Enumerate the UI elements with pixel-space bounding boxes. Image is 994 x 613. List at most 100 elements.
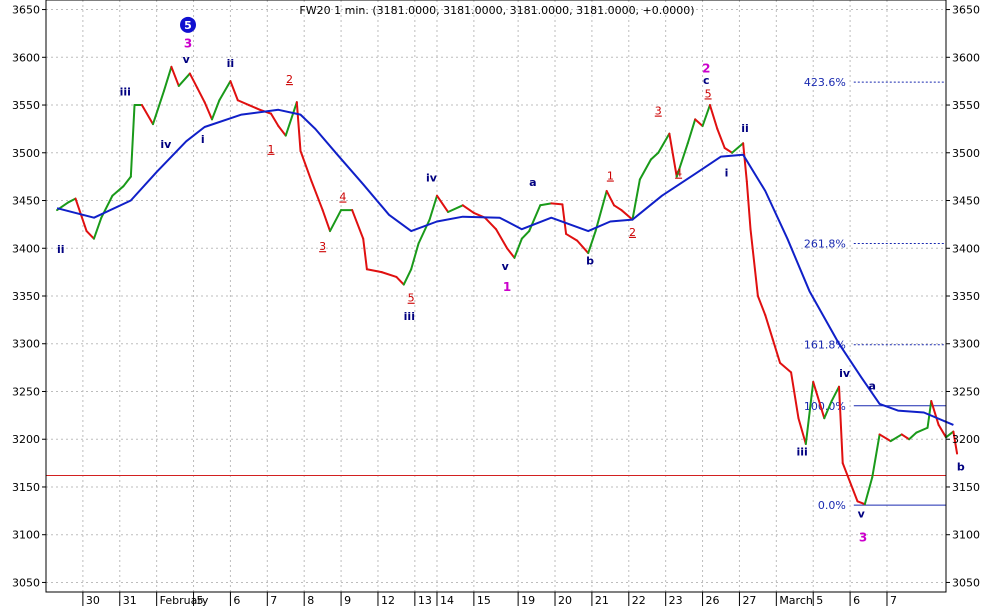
price-segment bbox=[723, 147, 734, 154]
price-segment bbox=[613, 204, 623, 212]
price-segment bbox=[188, 72, 199, 89]
y-tick-label-right: 3500 bbox=[952, 147, 980, 160]
price-segment bbox=[435, 194, 450, 213]
wave-label: 5 bbox=[408, 292, 415, 305]
wave-label: v bbox=[183, 53, 191, 66]
price-segment bbox=[701, 104, 711, 128]
price-segment bbox=[756, 295, 767, 317]
wave-label: 4 bbox=[339, 191, 346, 204]
price-segment bbox=[900, 433, 911, 441]
y-tick-label-left: 3050 bbox=[12, 576, 40, 589]
y-tick-label-left: 3250 bbox=[12, 385, 40, 398]
fib-level-label: 161.8% bbox=[804, 339, 846, 352]
y-tick-label-right: 3100 bbox=[952, 529, 980, 542]
price-segment bbox=[804, 380, 815, 445]
price-segment bbox=[587, 230, 597, 255]
wave-label: 1 bbox=[503, 280, 511, 294]
wave-label: 2 bbox=[702, 62, 710, 76]
price-segment bbox=[594, 189, 608, 233]
price-segment bbox=[657, 132, 671, 154]
price-segment bbox=[771, 337, 782, 364]
price-segment bbox=[694, 118, 704, 128]
wave-label: i bbox=[725, 167, 729, 180]
wave-label: iii bbox=[404, 310, 415, 323]
wave-label: 1 bbox=[268, 143, 275, 156]
price-segment bbox=[321, 209, 332, 233]
price-segment bbox=[410, 242, 420, 271]
price-segment bbox=[841, 462, 852, 484]
wave-label: 3 bbox=[859, 530, 867, 544]
price-segment bbox=[402, 268, 413, 286]
y-tick-label-right: 3550 bbox=[952, 99, 980, 112]
wave-label: iii bbox=[120, 85, 131, 98]
wave-label: a bbox=[869, 380, 876, 393]
price-segment bbox=[742, 142, 748, 183]
price-segment bbox=[797, 417, 807, 445]
x-tick-label: 9 bbox=[344, 594, 351, 607]
price-segment bbox=[790, 371, 800, 420]
price-segment bbox=[329, 209, 343, 233]
x-tick-label: 8 bbox=[307, 594, 314, 607]
price-segment bbox=[649, 151, 660, 161]
y-tick-label-left: 3500 bbox=[12, 147, 40, 160]
y-tick-label-left: 3600 bbox=[12, 51, 40, 64]
wave-label: 5 bbox=[705, 87, 712, 100]
price-segment bbox=[203, 101, 213, 121]
y-tick-label-right: 3150 bbox=[952, 481, 980, 494]
price-segment bbox=[930, 400, 940, 426]
price-segment bbox=[550, 202, 564, 206]
price-segment bbox=[67, 197, 77, 204]
x-tick-label: 5 bbox=[816, 594, 823, 607]
price-segment bbox=[447, 204, 464, 213]
price-segment bbox=[638, 158, 652, 181]
x-tick-label: 14 bbox=[440, 594, 454, 607]
price-segment bbox=[236, 99, 250, 107]
fib-level-label: 423.6% bbox=[804, 76, 846, 89]
x-tick-label: 7 bbox=[890, 594, 897, 607]
price-segment bbox=[838, 385, 844, 465]
y-tick-label-left: 3150 bbox=[12, 481, 40, 494]
price-segment bbox=[812, 380, 826, 420]
y-tick-label-right: 3350 bbox=[952, 290, 980, 303]
x-tick-label: 13 bbox=[418, 594, 432, 607]
price-segment bbox=[129, 104, 136, 178]
price-segment bbox=[620, 209, 634, 221]
price-segment bbox=[716, 127, 726, 149]
y-tick-label-left: 3650 bbox=[12, 4, 40, 17]
price-segment bbox=[915, 426, 929, 434]
wave-label: ii bbox=[57, 243, 65, 256]
price-segment bbox=[878, 433, 892, 443]
wave-circle-label: 5 bbox=[184, 19, 192, 32]
wave-label: iv bbox=[839, 367, 851, 380]
x-tick-label: 31 bbox=[123, 594, 137, 607]
x-tick-label: 5 bbox=[197, 594, 204, 607]
wave-label: 2 bbox=[629, 226, 636, 239]
y-tick-label-right: 3400 bbox=[952, 242, 980, 255]
price-segment bbox=[295, 101, 302, 152]
price-segment bbox=[351, 209, 365, 240]
price-segment bbox=[218, 80, 232, 102]
wave-label: iii bbox=[796, 445, 807, 458]
wave-label: iv bbox=[160, 138, 172, 151]
price-segment bbox=[513, 237, 523, 259]
price-segment bbox=[631, 178, 641, 221]
price-segment bbox=[945, 430, 955, 439]
x-tick-label: February bbox=[160, 594, 209, 607]
price-segment bbox=[299, 149, 313, 183]
y-tick-label-right: 3300 bbox=[952, 338, 980, 351]
price-segment bbox=[520, 230, 531, 240]
y-tick-label-left: 3350 bbox=[12, 290, 40, 303]
price-segment bbox=[229, 80, 239, 102]
y-tick-label-left: 3200 bbox=[12, 433, 40, 446]
y-tick-label-left: 3550 bbox=[12, 99, 40, 112]
wave-labels: iiiiiivv3iii21345iiiivv1ab12342c5iiiivii… bbox=[57, 16, 965, 544]
price-segment bbox=[270, 112, 280, 128]
chart-title: FW20 1 min. (3181.0000, 3181.0000, 3181.… bbox=[299, 4, 694, 17]
wave-circle-badge bbox=[180, 16, 197, 33]
x-tick-label: 7 bbox=[270, 594, 277, 607]
price-segment bbox=[365, 268, 383, 274]
price-segment bbox=[764, 314, 774, 340]
